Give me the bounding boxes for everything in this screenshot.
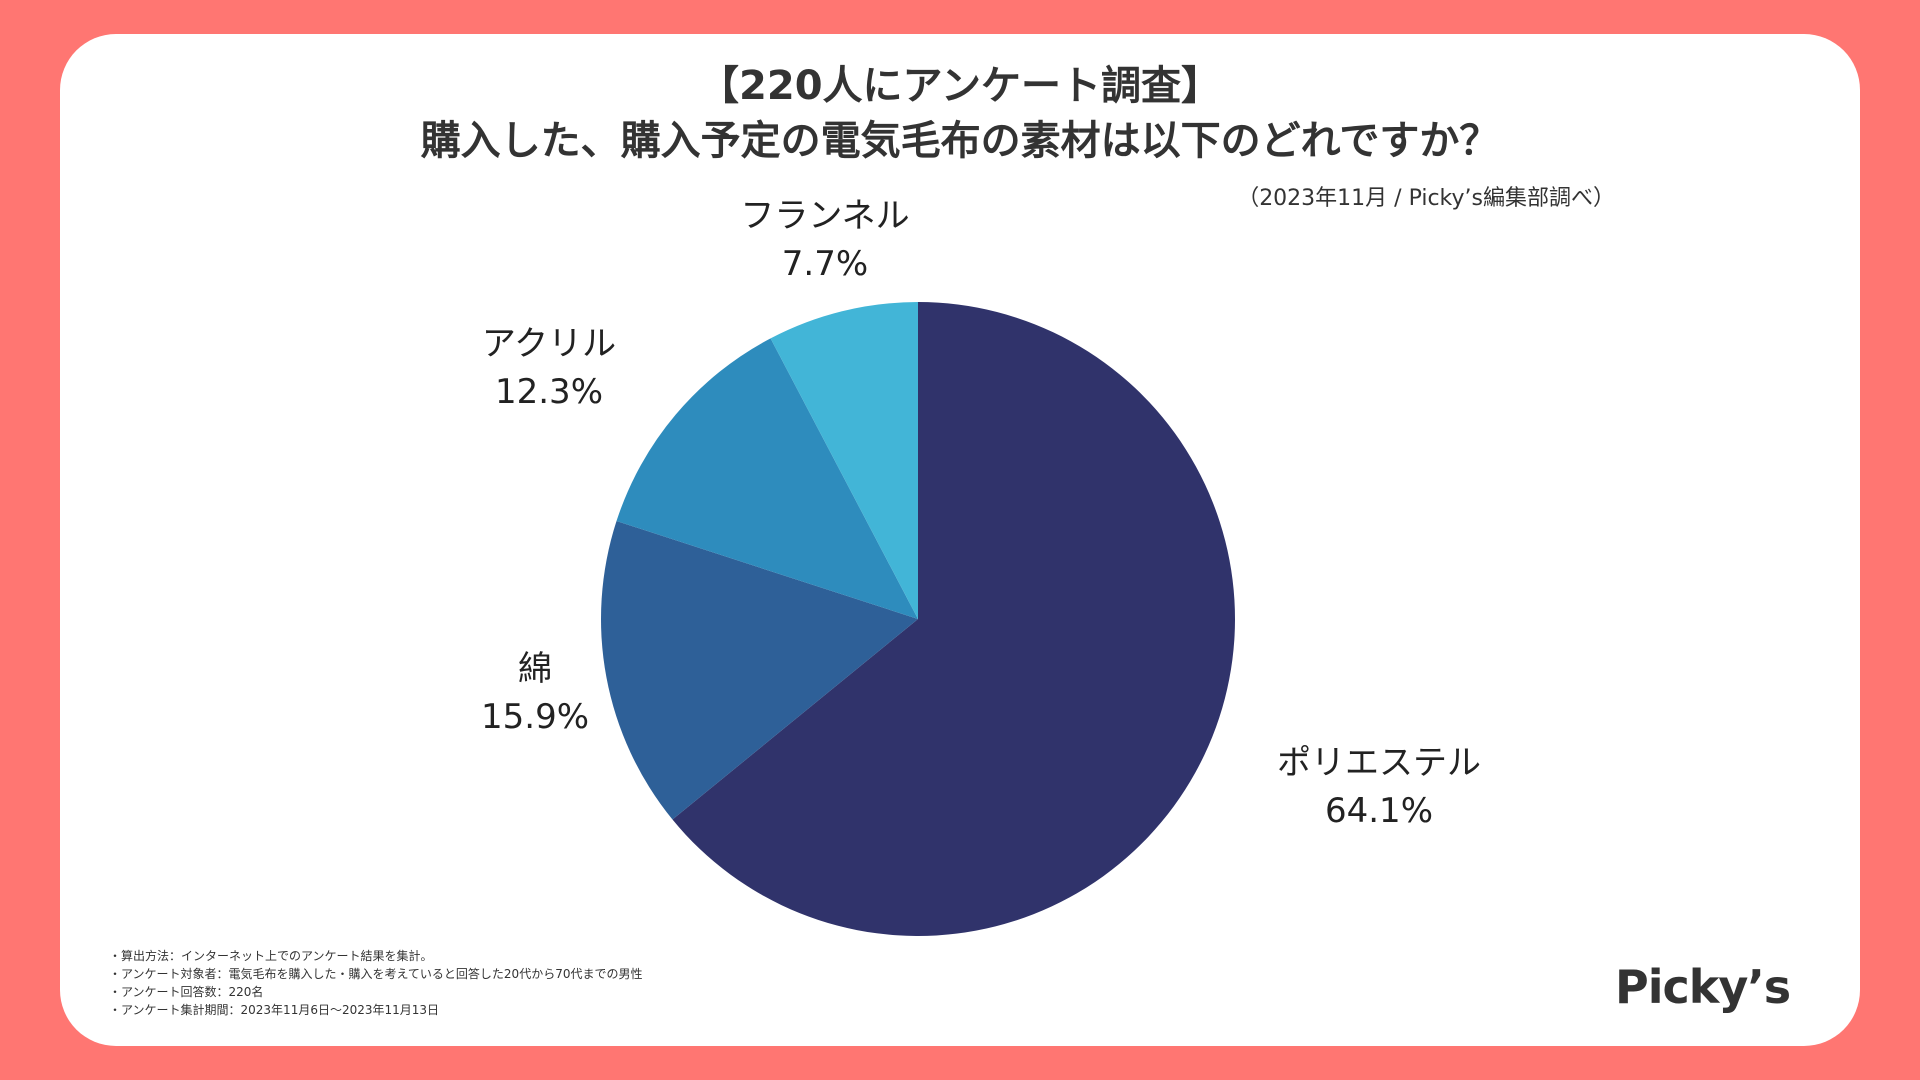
- slice-cotton: [601, 521, 918, 820]
- chart-title-line1: 【220人にアンケート調査】: [699, 63, 1221, 109]
- chart-title-line2: 購入した、購入予定の電気毛布の素材は以下のどれですか？: [420, 118, 1500, 164]
- slice-polyester: [672, 302, 1235, 936]
- label-cotton-name: 綿: [517, 649, 552, 689]
- label-cotton-value: 15.9%: [480, 697, 590, 737]
- note-period: ・アンケート集計期間：2023年11月6日〜2023年11月13日: [109, 1003, 440, 1017]
- label-polyester: ポリエステル 64.1%: [1277, 739, 1481, 835]
- survey-notes: ・算出方法：インターネット上でのアンケート結果を集計。 ・アンケート対象者：電気…: [109, 947, 642, 1019]
- slice-flannel: [770, 302, 918, 619]
- note-count: ・アンケート回答数：220名: [109, 985, 264, 999]
- label-cotton: 綿 15.9%: [481, 645, 589, 741]
- label-acrylic-name: アクリル: [481, 324, 617, 364]
- source-note: （2023年11月 / Picky’s編集部調べ）: [1237, 186, 1615, 211]
- label-flannel-value: 7.7%: [781, 244, 869, 284]
- note-target: ・アンケート対象者：電気毛布を購入した・購入を考えていると回答した20代から70…: [109, 967, 643, 981]
- label-polyester-value: 64.1%: [1324, 791, 1433, 831]
- label-polyester-name: ポリエステル: [1277, 743, 1481, 783]
- note-method: ・算出方法：インターネット上でのアンケート結果を集計。: [109, 949, 433, 963]
- label-flannel: フランネル 7.7%: [740, 192, 909, 288]
- pickys-logo: Picky’s: [1615, 960, 1791, 1014]
- label-acrylic-value: 12.3%: [494, 372, 603, 412]
- label-flannel-name: フランネル: [740, 196, 910, 236]
- label-acrylic: アクリル 12.3%: [482, 320, 616, 416]
- slice-acrylic: [616, 338, 918, 619]
